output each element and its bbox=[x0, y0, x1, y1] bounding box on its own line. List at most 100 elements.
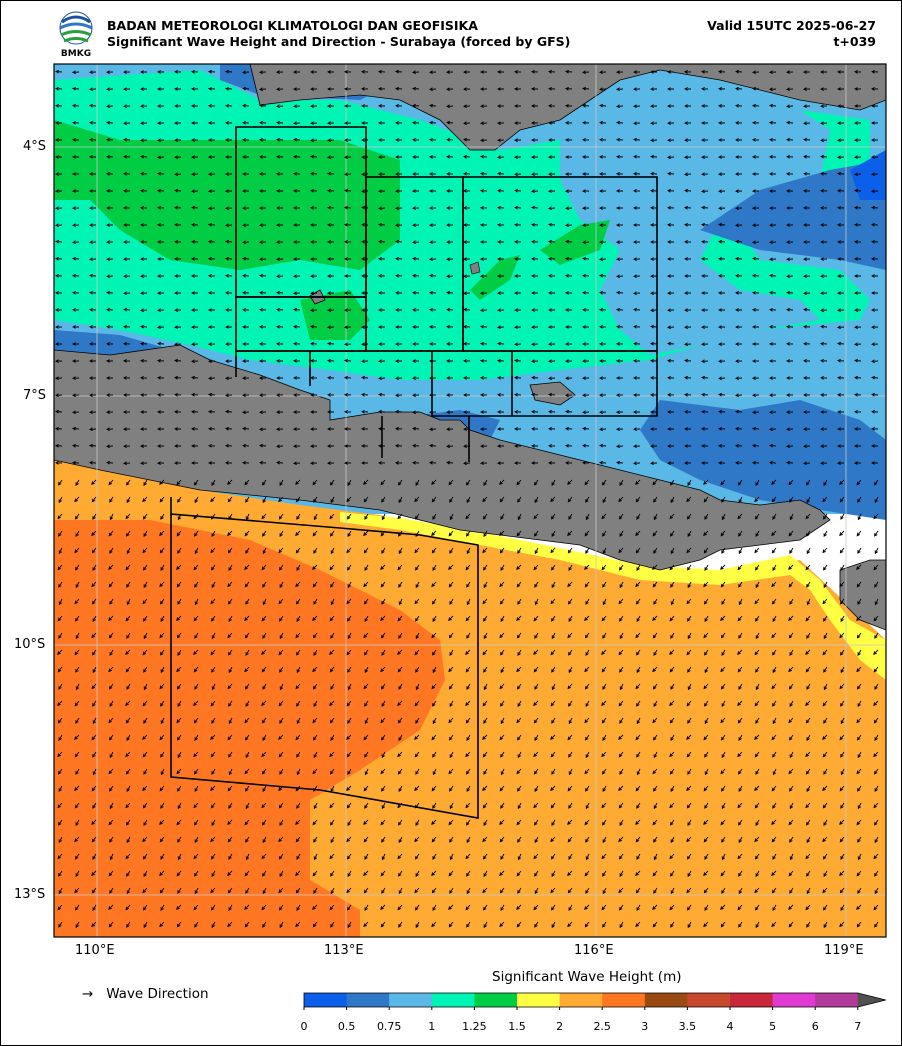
wave-arrow bbox=[684, 325, 692, 330]
wave-arrow bbox=[769, 427, 777, 432]
wave-arrow bbox=[208, 409, 216, 414]
wave-arrow bbox=[140, 257, 148, 261]
wave-arrow bbox=[669, 802, 675, 809]
wave-arrow bbox=[670, 496, 675, 504]
wave-arrow bbox=[364, 564, 369, 572]
wave-arrow bbox=[803, 171, 811, 176]
wave-arrow bbox=[786, 104, 794, 109]
wave-arrow bbox=[225, 342, 233, 346]
wave-arrow bbox=[667, 291, 675, 295]
wave-arrow bbox=[414, 547, 420, 554]
wave-arrow bbox=[344, 121, 352, 125]
wave-arrow bbox=[548, 274, 556, 278]
wave-arrow bbox=[789, 853, 794, 861]
lat-label-13s: 13°S bbox=[14, 887, 46, 902]
wave-arrow bbox=[735, 189, 743, 193]
wave-arrow bbox=[415, 921, 420, 929]
wave-arrow bbox=[449, 513, 454, 521]
wave-arrow bbox=[820, 87, 828, 91]
wave-arrow bbox=[548, 69, 556, 74]
wave-arrow bbox=[856, 921, 862, 928]
wave-arrow bbox=[412, 443, 420, 448]
wave-arrow bbox=[789, 513, 794, 521]
wave-arrow bbox=[704, 751, 709, 758]
wave-arrow bbox=[296, 666, 301, 674]
wave-arrow bbox=[602, 819, 607, 826]
wave-arrow bbox=[92, 853, 97, 860]
wave-arrow bbox=[378, 69, 386, 74]
wave-arrow bbox=[194, 598, 199, 606]
wave-arrow bbox=[636, 904, 641, 912]
wave-arrow bbox=[752, 189, 760, 193]
wave-arrow bbox=[432, 768, 437, 776]
wave-arrow bbox=[140, 154, 148, 159]
wave-arrow bbox=[160, 564, 165, 572]
wave-arrow bbox=[398, 547, 403, 555]
wave-arrow bbox=[585, 887, 590, 894]
wave-arrow bbox=[550, 513, 556, 520]
wave-arrow bbox=[533, 768, 539, 775]
wave-arrow bbox=[143, 581, 148, 589]
wave-arrow bbox=[193, 666, 199, 673]
wave-arrow bbox=[310, 427, 318, 431]
wave-arrow bbox=[650, 87, 658, 91]
wave-arrow bbox=[142, 836, 148, 843]
wave-arrow bbox=[123, 223, 130, 227]
wave-arrow bbox=[448, 564, 454, 570]
wave-arrow bbox=[854, 155, 862, 160]
wave-arrow bbox=[446, 189, 454, 193]
wave-arrow bbox=[514, 410, 522, 414]
wave-arrow bbox=[143, 768, 148, 775]
wave-arrow bbox=[276, 172, 284, 176]
wave-arrow bbox=[346, 734, 352, 740]
wave-arrow bbox=[140, 291, 148, 296]
wave-arrow bbox=[738, 598, 743, 606]
wave-arrow bbox=[143, 632, 148, 640]
wave-arrow bbox=[313, 853, 318, 861]
wave-arrow bbox=[499, 887, 505, 894]
wave-arrow bbox=[803, 121, 811, 126]
wave-arrow bbox=[667, 427, 674, 431]
wave-arrow bbox=[582, 138, 590, 142]
wave-arrow bbox=[449, 700, 454, 708]
wave-arrow bbox=[820, 206, 828, 210]
wave-arrow bbox=[327, 375, 335, 380]
wave-arrow bbox=[208, 256, 216, 261]
wave-arrow bbox=[210, 802, 216, 809]
wave-arrow bbox=[701, 239, 709, 244]
wave-arrow bbox=[584, 615, 590, 621]
wave-arrow bbox=[670, 887, 675, 895]
wave-arrow bbox=[344, 410, 352, 414]
wave-arrow bbox=[108, 870, 114, 877]
wave-arrow bbox=[839, 819, 845, 825]
wave-arrow bbox=[483, 768, 488, 775]
wave-arrow bbox=[752, 308, 760, 312]
wave-arrow bbox=[92, 904, 97, 912]
wave-arrow bbox=[242, 256, 250, 261]
wave-arrow bbox=[599, 427, 607, 432]
wave-arrow bbox=[327, 427, 334, 431]
wave-arrow bbox=[310, 138, 318, 143]
wave-arrow bbox=[619, 717, 624, 724]
wave-arrow bbox=[684, 358, 692, 363]
wave-arrow bbox=[381, 700, 386, 708]
wave-arrow bbox=[837, 325, 845, 330]
wave-arrow bbox=[157, 70, 165, 74]
wave-arrow bbox=[703, 819, 709, 825]
wave-arrow bbox=[208, 325, 216, 329]
wave-arrow bbox=[143, 819, 148, 827]
wave-arrow bbox=[176, 632, 182, 639]
wave-arrow bbox=[380, 921, 386, 928]
wave-arrow bbox=[295, 836, 301, 843]
wave-arrow bbox=[142, 598, 148, 605]
wave-arrow bbox=[55, 461, 63, 465]
wave-arrow bbox=[686, 649, 692, 656]
wave-arrow bbox=[568, 513, 573, 520]
wave-arrow bbox=[788, 717, 794, 724]
wave-arrow bbox=[361, 222, 369, 227]
wave-arrow bbox=[755, 768, 760, 775]
wave-arrow bbox=[55, 155, 62, 159]
wave-arrow bbox=[72, 393, 80, 398]
wave-arrow bbox=[854, 325, 862, 330]
